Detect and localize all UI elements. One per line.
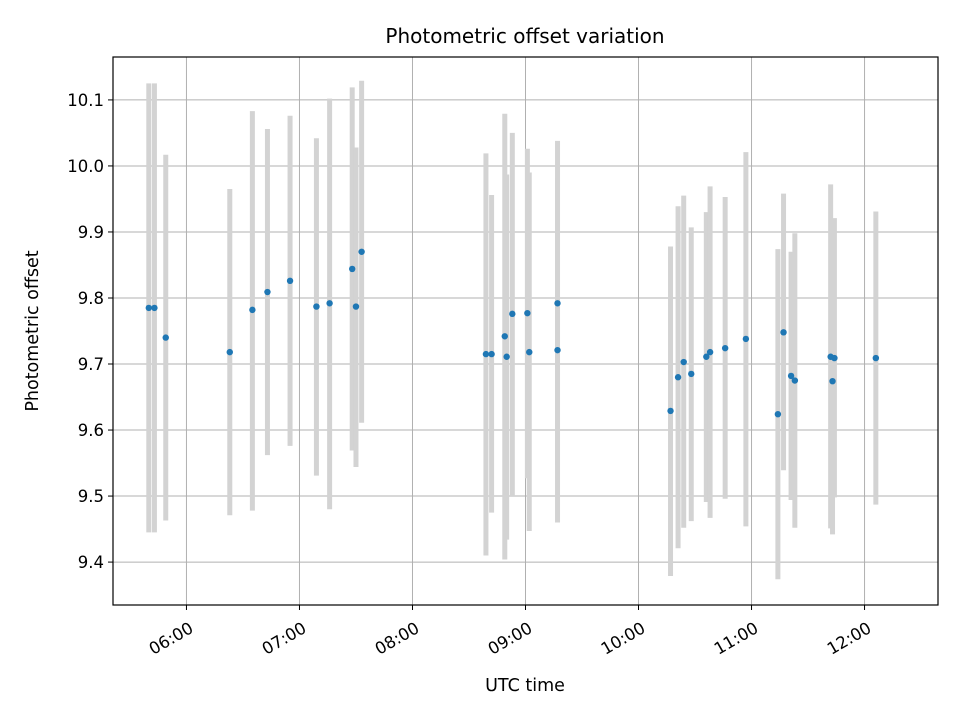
data-point: [226, 348, 233, 356]
y-tick-label: 9.7: [78, 355, 104, 374]
data-point: [721, 344, 729, 352]
data-point: [554, 300, 561, 307]
data-point: [524, 309, 531, 317]
data-point: [742, 335, 750, 343]
data-point: [503, 353, 510, 360]
x-axis-title: UTC time: [485, 676, 565, 696]
data-point: [488, 350, 495, 358]
data-point: [249, 306, 256, 314]
data-point: [145, 304, 152, 312]
data-point: [680, 358, 687, 366]
data-point: [358, 248, 365, 255]
data-point: [706, 348, 714, 356]
data-point: [349, 265, 356, 273]
data-point: [151, 304, 158, 312]
y-tick-label: 9.9: [78, 223, 104, 242]
data-points: [145, 248, 880, 418]
data-point: [326, 300, 333, 307]
data-point: [872, 354, 880, 362]
y-tick-label: 10.1: [67, 91, 104, 110]
data-point: [313, 303, 320, 310]
data-point: [509, 310, 516, 318]
data-point: [554, 346, 561, 354]
data-point: [787, 372, 795, 380]
y-tick-label: 9.8: [78, 289, 104, 308]
data-point: [667, 407, 674, 415]
data-point: [688, 370, 695, 378]
data-point: [780, 329, 787, 336]
data-point: [703, 353, 710, 360]
data-point: [526, 348, 533, 356]
y-tick-label: 10.0: [67, 157, 104, 176]
data-point: [352, 303, 360, 310]
data-point: [264, 288, 271, 296]
data-point: [286, 277, 294, 285]
y-axis-title: Photometric offset: [23, 250, 43, 411]
data-point: [674, 374, 682, 381]
data-point: [482, 350, 490, 358]
data-point: [791, 377, 799, 384]
data-point: [501, 333, 508, 340]
data-point: [829, 377, 836, 385]
data-point: [831, 354, 838, 362]
data-point: [162, 334, 169, 341]
chart-title: Photometric offset variation: [385, 24, 664, 48]
data-point: [774, 410, 782, 418]
y-tick-label: 9.5: [78, 487, 104, 506]
y-axis-ticks: 9.4 9.5 9.6 9.7 9.8 9.9 10.0 10.1: [67, 91, 113, 572]
y-tick-label: 9.4: [78, 553, 104, 572]
y-tick-label: 9.6: [78, 421, 104, 440]
